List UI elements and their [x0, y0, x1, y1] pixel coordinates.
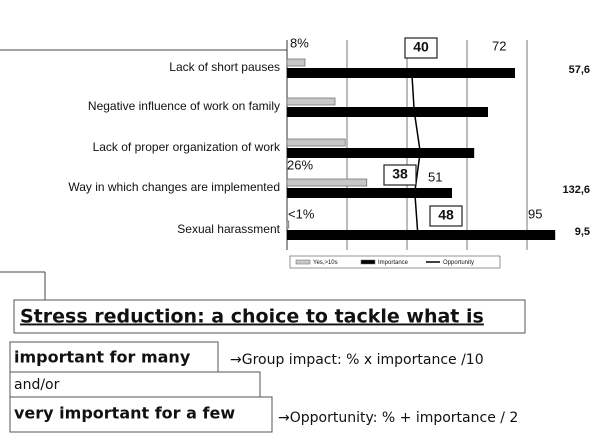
yes-bar: [286, 178, 368, 187]
heading-box: [13, 299, 526, 334]
importance-bar: [287, 230, 556, 240]
side-label: 57,6: [569, 64, 590, 76]
heading: Stress reduction: a choice to tackle wha…: [20, 306, 484, 328]
line: and/or: [14, 377, 60, 393]
line: very important for a few: [14, 404, 235, 423]
legend-label: Yes,>10s: [313, 260, 338, 266]
annotation: 38: [392, 166, 408, 182]
opportunity-marker: [410, 113, 419, 117]
opportunity-line: [411, 71, 421, 235]
annotation-box: [429, 205, 463, 227]
legend-swatch: [360, 259, 376, 265]
importance-bar: [287, 68, 515, 78]
legend-label: Opportunity: [443, 260, 474, 266]
opportunity-marker: [413, 236, 422, 240]
annotation-box: [404, 37, 438, 59]
opportunity-marker: [410, 194, 419, 198]
yes-bar: [286, 97, 336, 106]
annotation-box: [383, 164, 417, 186]
side-label: 9,5: [575, 226, 590, 238]
annotation: 48: [438, 207, 454, 223]
text-box: [9, 396, 273, 433]
legend-box: [289, 255, 501, 269]
note: →Group impact: % x importance /10: [230, 352, 484, 368]
annotation: 95: [528, 206, 542, 221]
opportunity-marker: [416, 154, 425, 158]
importance-bar: [287, 188, 452, 198]
category-label: Negative influence of work on family: [88, 99, 280, 113]
legend-swatch: [295, 259, 311, 265]
yes-bar: [286, 220, 290, 229]
importance-bar: [287, 107, 488, 117]
yes-bar: [286, 58, 306, 67]
note: →Opportunity: % + importance / 2: [278, 410, 518, 426]
annotation: 26%: [287, 157, 313, 172]
annotation: 51: [428, 169, 442, 184]
category-label: Lack of short pauses: [169, 60, 280, 74]
line: important for many: [14, 348, 191, 367]
yes-bar: [286, 138, 346, 147]
annotation: 8%: [290, 35, 309, 50]
annotation: 72: [492, 38, 506, 53]
side-label: 132,6: [562, 184, 590, 196]
importance-bar: [287, 148, 475, 158]
annotation: <1%: [288, 206, 315, 221]
opportunity-marker: [407, 74, 416, 78]
category-label: Way in which changes are implemented: [68, 180, 280, 194]
legend-label: Importance: [378, 260, 409, 266]
category-label: Sexual harassment: [177, 222, 280, 236]
annotation: 40: [413, 39, 429, 55]
category-label: Lack of proper organization of work: [93, 140, 281, 154]
